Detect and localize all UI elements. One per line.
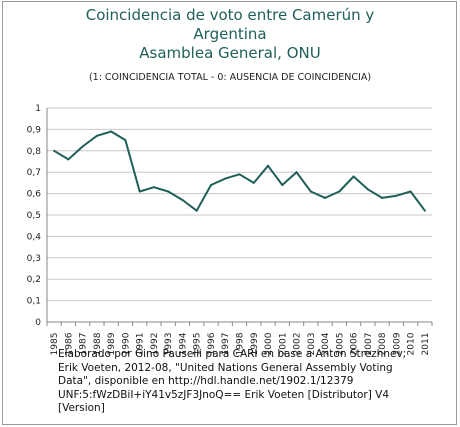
y-tick-label: 0,9 xyxy=(27,125,42,135)
x-tick-label: 1994 xyxy=(178,332,188,355)
x-tick-label: 1990 xyxy=(121,332,131,355)
x-tick-label: 1995 xyxy=(193,333,203,356)
data-point xyxy=(53,149,56,152)
data-point xyxy=(267,164,270,167)
x-tick-label: 2008 xyxy=(378,332,388,355)
y-tick-label: 0 xyxy=(35,318,41,328)
y-tick-label: 0,4 xyxy=(27,232,42,242)
x-tick-label: 1997 xyxy=(221,333,231,356)
data-point xyxy=(252,181,255,184)
x-tick-label: 1996 xyxy=(207,332,217,355)
data-point xyxy=(152,186,155,189)
data-point xyxy=(181,199,184,202)
y-tick-label: 0,5 xyxy=(27,211,41,221)
data-point xyxy=(67,158,70,161)
y-tick-label: 0,8 xyxy=(27,147,42,157)
data-point xyxy=(281,184,284,187)
x-tick-label: 1985 xyxy=(50,333,60,356)
y-tick-label: 0,3 xyxy=(27,254,41,264)
x-tick-label: 2001 xyxy=(278,333,288,356)
x-tick-label: 2002 xyxy=(293,333,303,356)
x-tick-label: 2003 xyxy=(307,333,317,356)
y-tick-label: 0,2 xyxy=(27,275,41,285)
data-point xyxy=(81,145,84,148)
y-tick-label: 0,1 xyxy=(27,297,41,307)
x-tick-label: 1986 xyxy=(64,332,74,355)
x-tick-label: 1989 xyxy=(107,332,117,355)
x-tick-label: 2004 xyxy=(321,332,331,355)
data-point xyxy=(381,196,384,199)
x-tick-label: 2011 xyxy=(421,333,431,356)
series-line xyxy=(53,130,426,212)
x-tick-label: 1999 xyxy=(250,332,260,355)
x-tick-label: 1992 xyxy=(150,333,160,356)
data-point xyxy=(409,190,412,193)
data-point xyxy=(238,173,241,176)
x-tick-label: 1988 xyxy=(93,332,103,355)
data-point xyxy=(195,209,198,212)
data-point xyxy=(110,130,113,133)
data-point xyxy=(352,175,355,178)
data-point xyxy=(324,196,327,199)
x-tick-label: 1991 xyxy=(136,333,146,356)
y-tick-label: 0,6 xyxy=(27,190,42,200)
x-tick-label: 1998 xyxy=(236,332,246,355)
x-tick-label: 2010 xyxy=(407,332,417,355)
data-point xyxy=(295,171,298,174)
chart-subtitle: (1: COINCIDENCIA TOTAL - 0: AUSENCIA DE … xyxy=(88,72,372,83)
chart-title-line-3: Asamblea General, ONU xyxy=(139,44,321,62)
x-tick-label: 2000 xyxy=(264,332,274,355)
data-point xyxy=(224,177,227,180)
y-tick-label: 0,7 xyxy=(27,168,41,178)
data-point xyxy=(124,139,127,142)
x-tick-label: 2007 xyxy=(364,333,374,356)
data-point xyxy=(95,134,98,137)
y-tick-label: 1 xyxy=(35,104,41,114)
data-point xyxy=(338,190,341,193)
source-note: Elaborado por Gino Pauselli para CARI en… xyxy=(58,348,407,414)
x-tick-label: 2005 xyxy=(335,333,345,356)
chart-title-line-1: Coincidencia de voto entre Camerún y xyxy=(85,6,375,24)
data-point xyxy=(366,188,369,191)
data-point xyxy=(209,184,212,187)
data-point xyxy=(138,190,141,193)
x-tick-label: 1993 xyxy=(164,333,174,356)
x-tick-label: 2009 xyxy=(392,332,402,355)
x-tick-label: 2006 xyxy=(350,332,360,355)
data-point xyxy=(423,209,426,212)
data-point xyxy=(395,194,398,197)
x-tick-label: 1987 xyxy=(79,333,89,356)
data-point xyxy=(309,190,312,193)
data-point xyxy=(167,190,170,193)
chart-title-line-2: Argentina xyxy=(193,25,267,43)
